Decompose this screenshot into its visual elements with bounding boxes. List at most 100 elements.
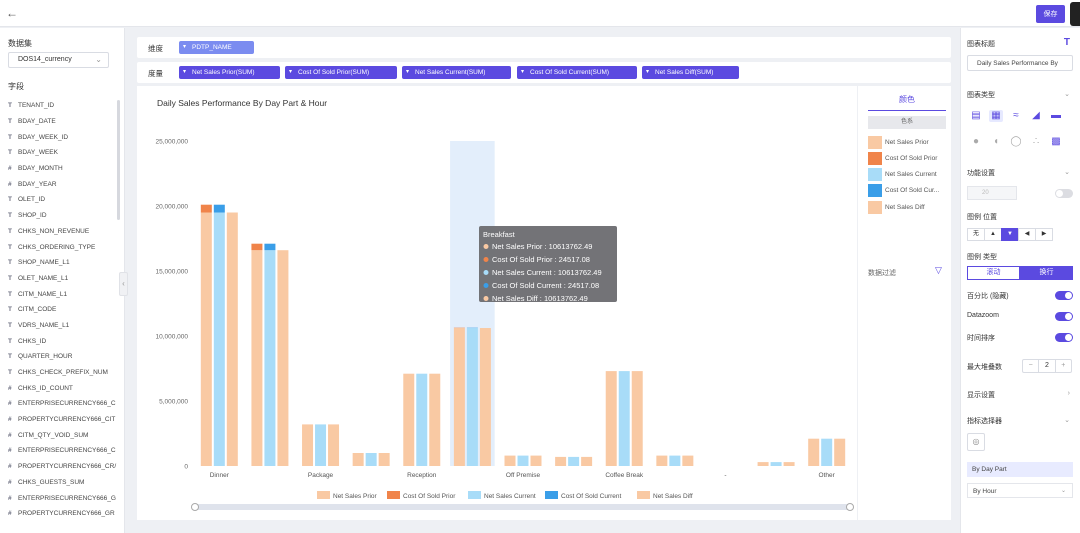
selector-item-dropdown[interactable]: By Hour ⌄	[967, 483, 1073, 498]
bar[interactable]	[213, 204, 225, 213]
field-item[interactable]: T SHOP_NAME_L1	[8, 255, 120, 271]
chevron-down-icon[interactable]: ⌄	[1064, 169, 1070, 176]
horizontal-bar-icon[interactable]: ▬	[1051, 110, 1061, 121]
measure-pill-cost-of-sold-current[interactable]: Cost Of Sold Current(SUM)	[517, 66, 637, 79]
bar[interactable]	[517, 455, 529, 466]
bar[interactable]	[264, 250, 276, 466]
bar[interactable]	[403, 373, 415, 466]
chevron-right-icon[interactable]: ›	[1067, 390, 1070, 397]
field-item[interactable]: T OLET_ID	[8, 192, 120, 208]
legend-type-wrap[interactable]: 换行	[1020, 266, 1073, 280]
legend-position-none[interactable]: 无	[967, 228, 985, 241]
datazoom-slider[interactable]	[191, 503, 854, 511]
bar[interactable]	[277, 250, 289, 466]
legend-item[interactable]: Cost Of Sold Prior	[387, 491, 456, 500]
field-list-scrollbar[interactable]	[117, 100, 120, 220]
plus-icon[interactable]: +	[1061, 362, 1066, 369]
field-item[interactable]: T CHKS_ORDERING_TYPE	[8, 239, 120, 255]
datazoom-handle-right[interactable]	[846, 503, 854, 511]
save-button[interactable]: 保存	[1036, 5, 1065, 23]
field-item[interactable]: # ENTERPRISECURRENCY666_C	[8, 443, 120, 459]
bar[interactable]	[808, 438, 820, 466]
field-item[interactable]: # CHKS_ID_COUNT	[8, 380, 120, 396]
legend-position-left[interactable]: ◀	[1018, 228, 1036, 241]
legend-item[interactable]: Net Sales Diff	[637, 491, 693, 500]
field-item[interactable]: T CHKS_CHECK_PREFIX_NUM	[8, 365, 120, 381]
bar[interactable]	[504, 455, 516, 466]
field-item[interactable]: T BDAY_DATE	[8, 114, 120, 130]
field-item[interactable]: # CITM_QTY_VOID_SUM	[8, 427, 120, 443]
minus-icon[interactable]: −	[1028, 362, 1033, 369]
donut-chart-icon[interactable]: ◯	[1010, 136, 1022, 147]
bar[interactable]	[302, 424, 314, 466]
bar[interactable]	[365, 453, 377, 466]
bar[interactable]	[770, 462, 782, 466]
color-item[interactable]: Cost Of Sold Prior	[868, 151, 948, 165]
bar[interactable]	[200, 212, 212, 467]
bar[interactable]	[618, 371, 630, 466]
field-item[interactable]: T BDAY_WEEK	[8, 145, 120, 161]
selector-item[interactable]: By Day Part	[967, 462, 1073, 477]
bar[interactable]	[453, 328, 465, 466]
combo-chart-icon[interactable]: ▩	[1051, 136, 1061, 147]
field-item[interactable]: # PROPERTYCURRENCY666_GR	[8, 506, 120, 522]
max-stack-stepper[interactable]: − 2 +	[1022, 359, 1072, 373]
bar[interactable]	[479, 328, 491, 466]
add-selector-icon[interactable]: ◎	[967, 433, 985, 451]
legend-type-scroll[interactable]: 滚动	[967, 266, 1020, 280]
chart-title-input[interactable]: Daily Sales Performance By	[967, 55, 1073, 71]
chevron-down-icon[interactable]: ⌄	[1064, 417, 1070, 424]
dimension-pill[interactable]: PDTP_NAME	[179, 41, 254, 54]
bar[interactable]	[200, 204, 212, 213]
bar[interactable]	[352, 453, 364, 466]
bar[interactable]	[466, 328, 478, 466]
legend-item[interactable]: Cost Of Sold Current	[545, 491, 622, 500]
bar[interactable]	[251, 250, 263, 466]
bar[interactable]	[213, 212, 225, 467]
bar[interactable]	[656, 455, 668, 466]
percentage-toggle[interactable]	[1055, 291, 1073, 300]
time-sort-toggle[interactable]	[1055, 333, 1073, 342]
legend-position-right[interactable]: ▶	[1035, 228, 1053, 241]
field-item[interactable]: T VDRS_NAME_L1	[8, 318, 120, 334]
datazoom-handle-left[interactable]	[191, 503, 199, 511]
color-item[interactable]: Net Sales Prior	[868, 135, 948, 149]
color-item[interactable]: Net Sales Current	[868, 167, 948, 181]
bar[interactable]	[605, 371, 617, 466]
legend-item[interactable]: Net Sales Prior	[317, 491, 378, 500]
stacked-bar-icon[interactable]: ▦	[989, 110, 1003, 122]
field-item[interactable]: T CHKS_NON_REVENUE	[8, 224, 120, 240]
field-item[interactable]: # BDAY_MONTH	[8, 161, 120, 177]
field-item[interactable]: T CITM_NAME_L1	[8, 286, 120, 302]
field-item[interactable]: T BDAY_WEEK_ID	[8, 129, 120, 145]
field-item[interactable]: # CHKS_GUESTS_SUM	[8, 475, 120, 491]
bar[interactable]	[669, 455, 681, 466]
bar[interactable]	[631, 371, 643, 466]
area-chart-icon[interactable]: ◢	[1032, 110, 1040, 121]
datazoom-track[interactable]	[194, 504, 852, 510]
tab-color[interactable]: 颜色	[868, 94, 946, 111]
field-item[interactable]: # BDAY_YEAR	[8, 176, 120, 192]
legend-position-top[interactable]: ▲	[984, 228, 1002, 241]
field-item[interactable]: T QUARTER_HOUR	[8, 349, 120, 365]
color-item[interactable]: Cost Of Sold Cur...	[868, 183, 948, 197]
chevron-down-icon[interactable]: ⌄	[1064, 91, 1070, 98]
rose-chart-icon[interactable]: ◖	[992, 136, 1000, 147]
measure-pill-net-sales-diff[interactable]: Net Sales Diff(SUM)	[642, 66, 739, 79]
bar-chart[interactable]: 0 5,000,000 10,000,000 15,000,000 20,000,000…	[137, 86, 857, 520]
bar[interactable]	[568, 456, 580, 466]
pie-chart-icon[interactable]: ●	[972, 136, 980, 147]
bar[interactable]	[378, 453, 390, 466]
arrow-left-icon[interactable]: ←	[6, 6, 18, 20]
bar[interactable]	[783, 462, 795, 466]
field-item[interactable]: # PROPERTYCURRENCY666_CR/	[8, 459, 120, 475]
field-item[interactable]: T CITM_CODE	[8, 302, 120, 318]
filter-icon[interactable]: ▽	[935, 265, 942, 275]
bar[interactable]	[416, 373, 428, 466]
bar[interactable]	[315, 424, 327, 466]
max-stack-value[interactable]: 2	[1038, 360, 1056, 372]
datazoom-toggle[interactable]	[1055, 312, 1073, 321]
line-chart-icon[interactable]: ≈	[1013, 110, 1019, 121]
measure-pill-net-sales-prior[interactable]: Net Sales Prior(SUM)	[179, 66, 280, 79]
text-format-icon[interactable]: T	[1063, 37, 1070, 48]
